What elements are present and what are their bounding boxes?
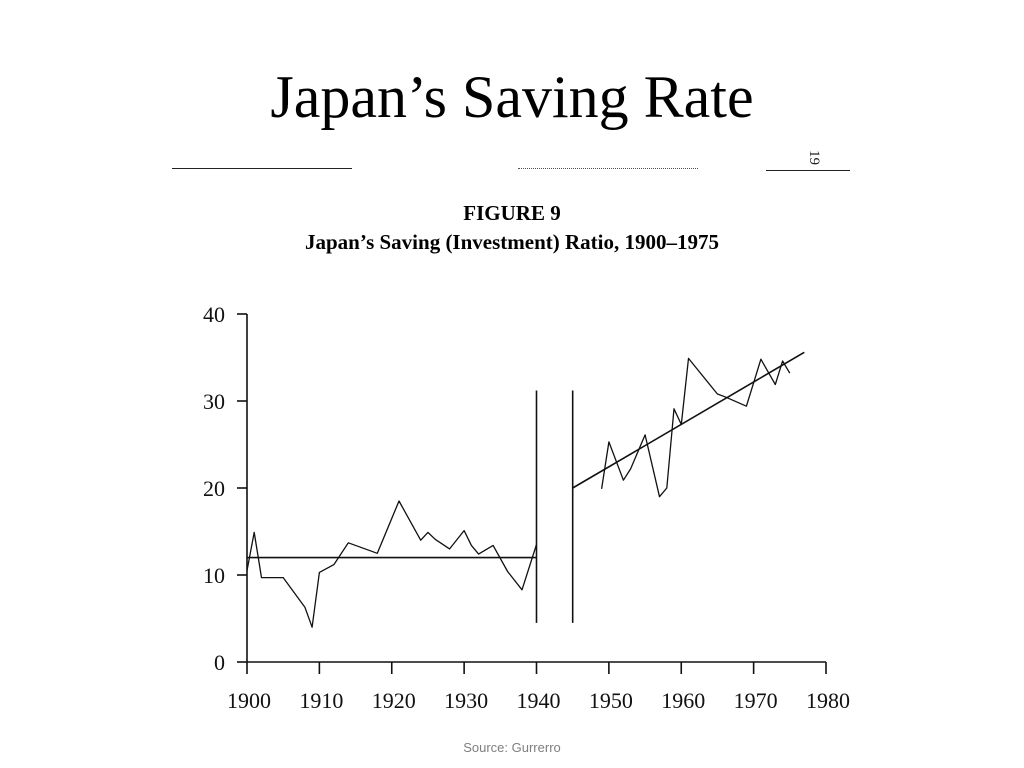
y-tick-label: 0	[214, 650, 225, 675]
x-tick-label: 1940	[517, 688, 561, 713]
source-note: Source: Gurrerro	[463, 740, 561, 755]
figure-title: Japan’s Saving (Investment) Ratio, 1900–…	[305, 230, 719, 254]
y-tick-label: 30	[203, 389, 225, 414]
x-tick-label: 1970	[734, 688, 778, 713]
x-tick-label: 1920	[372, 688, 416, 713]
x-tick-label: 1980	[806, 688, 850, 713]
x-tick-label: 1930	[444, 688, 488, 713]
x-tick-label: 1900	[227, 688, 271, 713]
x-tick-label: 1910	[299, 688, 343, 713]
saving-ratio-line	[246, 500, 538, 628]
y-tick-label: 40	[203, 302, 225, 327]
saving-ratio-line	[600, 357, 791, 498]
x-tick-label: 1950	[589, 688, 633, 713]
slide-title: Japan’s Saving Rate	[270, 64, 754, 130]
y-tick-label: 10	[203, 563, 225, 588]
scan-rule-middle	[518, 168, 698, 169]
figure-number: FIGURE 9	[463, 201, 561, 225]
y-tick-label: 20	[203, 476, 225, 501]
scan-rule-right	[766, 170, 850, 171]
scan-rule-left	[172, 168, 352, 169]
trend-line	[572, 351, 805, 489]
x-tick-label: 1960	[661, 688, 705, 713]
